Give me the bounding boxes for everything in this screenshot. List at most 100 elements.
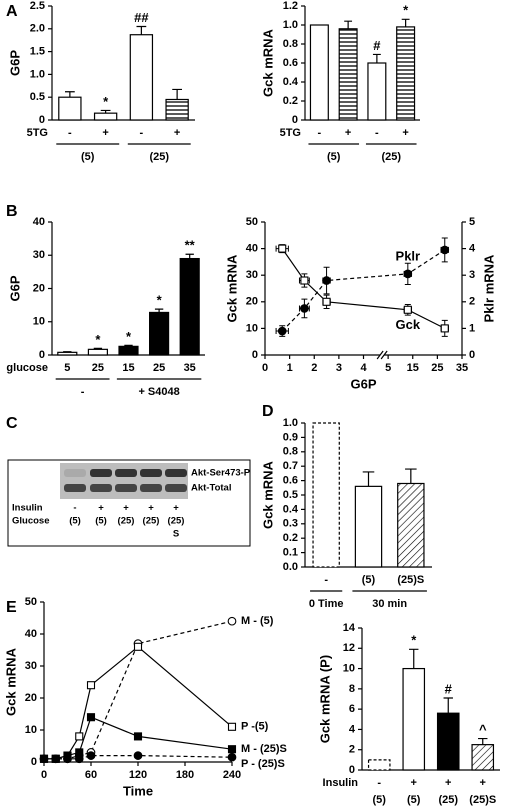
series-label: P - (25)S <box>241 758 285 770</box>
axis-break <box>380 350 388 360</box>
x-tick-label: 15 <box>122 362 134 374</box>
y-tick-label: 1.0 <box>283 417 298 429</box>
y-tick-label: 2 <box>349 744 355 756</box>
lane-label: (5) <box>69 516 81 527</box>
marker <box>227 752 237 762</box>
row-label: Insulin <box>323 777 359 789</box>
bar <box>179 257 200 356</box>
annotation: ## <box>134 10 149 25</box>
y-tick-label: 0 <box>349 764 355 776</box>
axis-title: Gck mRNA <box>3 647 18 716</box>
marker <box>39 754 49 764</box>
marker <box>133 642 143 651</box>
y-tick-label: 30 <box>33 249 45 261</box>
band <box>90 484 112 492</box>
y-tick-label: 20 <box>246 296 258 308</box>
lane-label: + <box>98 503 104 514</box>
y-tick-label: 1.5 <box>30 46 45 58</box>
bar <box>58 96 82 121</box>
y-tick-label: 0.8 <box>283 38 298 50</box>
error-bar <box>405 468 417 484</box>
y-tick-label: 0.2 <box>283 532 298 544</box>
marker <box>75 732 84 741</box>
x-tick-label: - <box>375 127 379 139</box>
bar <box>436 712 460 771</box>
x-tick-label: 25 <box>431 362 443 374</box>
x-tick-label: - <box>324 574 328 586</box>
band <box>64 484 86 492</box>
y-tick-label: 1.0 <box>30 68 45 80</box>
y-tick-label: 0.4 <box>283 503 299 515</box>
bar <box>471 744 495 771</box>
bar <box>397 482 425 568</box>
bar <box>129 34 154 121</box>
error-bar <box>136 25 147 35</box>
y-tick-label: 2.0 <box>30 23 45 35</box>
error-bar <box>154 308 164 313</box>
x-tick-label: 0 <box>262 362 268 374</box>
y-tick-label: 0.1 <box>283 547 298 559</box>
x-tick-label: 15 <box>407 362 419 374</box>
marker <box>227 616 237 626</box>
marker <box>74 754 84 764</box>
error-bar <box>93 347 103 350</box>
y-tick-label: 4 <box>469 243 476 255</box>
y-tick-label: 12 <box>343 642 355 654</box>
lane-label: + <box>123 503 129 514</box>
band <box>165 484 187 492</box>
x-tick-label: 3 <box>336 362 342 374</box>
x-tick-label: 2 <box>311 362 317 374</box>
bar <box>309 24 329 121</box>
marker <box>133 732 143 741</box>
group-label: (25) <box>438 794 458 806</box>
band <box>90 469 112 477</box>
annotation: * <box>126 329 132 344</box>
y-tick-label: 0.2 <box>283 95 298 107</box>
row-label: 5TG <box>280 127 301 139</box>
band-label: Akt-Ser473-P <box>191 468 251 479</box>
y-tick-label: 0 <box>292 114 298 126</box>
group-label: (5) <box>407 794 421 806</box>
error-bar <box>372 53 381 63</box>
x-tick-label: + <box>102 127 108 139</box>
bar <box>165 98 189 121</box>
band <box>115 484 137 492</box>
x-tick-label: 4 <box>360 362 367 374</box>
group-label: (25)S <box>469 794 496 806</box>
y-tick-label: 0.6 <box>283 475 298 487</box>
bar <box>402 667 426 771</box>
series-line <box>44 646 233 760</box>
marker <box>322 297 331 306</box>
annotation: # <box>373 38 381 53</box>
marker <box>51 754 61 764</box>
bar <box>312 422 340 568</box>
error-bar <box>362 471 375 487</box>
lane-label: (5) <box>95 516 107 527</box>
y-tick-label: 2 <box>469 296 475 308</box>
lane-note: S <box>173 529 179 540</box>
annotation: ^ <box>479 722 487 737</box>
band <box>140 469 162 477</box>
x-tick-label: (5) <box>362 574 376 586</box>
series-line <box>281 249 446 332</box>
blot-image <box>60 463 188 499</box>
error-bar <box>409 648 419 669</box>
blot-frame <box>7 459 251 547</box>
marker <box>133 751 143 760</box>
x-tick-label: + <box>402 127 408 139</box>
y-tick-label: 10 <box>33 316 45 328</box>
group-label: + S4048 <box>138 386 179 398</box>
y-tick-label: 20 <box>25 692 37 704</box>
y-tick-label: 30 <box>246 269 258 281</box>
y-tick-label: 0.3 <box>283 518 298 530</box>
y-tick-label: 14 <box>343 622 356 634</box>
row-label: glucose <box>6 362 48 374</box>
bar <box>87 348 108 356</box>
error-bar <box>100 109 111 114</box>
annotation: * <box>411 633 417 648</box>
y-tick-label: 10 <box>25 724 37 736</box>
y-tick-label: 3 <box>469 269 475 281</box>
y-tick-label: 1.0 <box>283 19 298 31</box>
axis-title: G6P <box>7 50 22 76</box>
